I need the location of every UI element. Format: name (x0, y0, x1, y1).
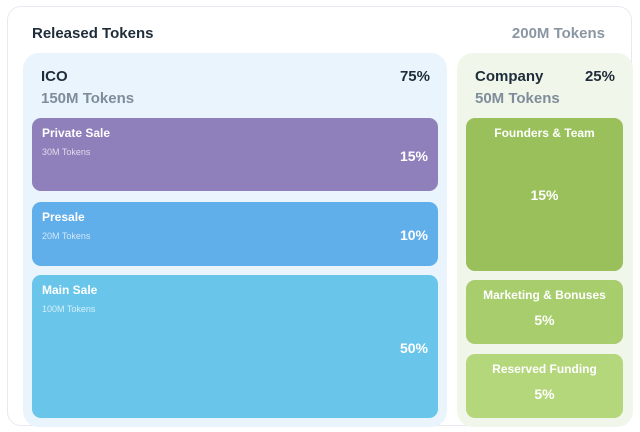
founders-team-block: Founders & Team 15% (466, 118, 623, 271)
marketing-bonuses-name: Marketing & Bonuses (483, 288, 606, 302)
private-sale-name: Private Sale (42, 126, 111, 140)
company-panel: Company 25% 50M Tokens Founders & Team 1… (457, 53, 633, 427)
reserved-funding-name: Reserved Funding (492, 362, 597, 376)
founders-team-name: Founders & Team (494, 126, 595, 140)
reserved-funding-block: Reserved Funding 5% (466, 354, 623, 418)
presale-block: Presale 20M Tokens 10% (32, 202, 438, 266)
main-sale-tokens: 100M Tokens (42, 304, 96, 314)
ico-name: ICO (41, 68, 68, 85)
private-sale-block: Private Sale 30M Tokens 15% (32, 118, 438, 191)
released-tokens-card: Released Tokens 200M Tokens ICO 75% 150M… (7, 6, 633, 427)
reserved-funding-percent: 5% (534, 386, 555, 402)
ico-panel: ICO 75% 150M Tokens Private Sale 30M Tok… (23, 53, 447, 427)
ico-tokens: 150M Tokens (41, 90, 135, 107)
company-name: Company (475, 68, 544, 85)
private-sale-percent: 15% (399, 148, 428, 164)
ico-percent: 75% (399, 68, 430, 85)
marketing-bonuses-block: Marketing & Bonuses 5% (466, 280, 623, 344)
marketing-bonuses-percent: 5% (534, 312, 555, 328)
card-title: Released Tokens (32, 25, 154, 42)
company-tokens: 50M Tokens (475, 90, 560, 107)
presale-name: Presale (42, 210, 85, 224)
private-sale-tokens: 30M Tokens (42, 147, 91, 157)
presale-tokens: 20M Tokens (42, 231, 91, 241)
card-total: 200M Tokens (511, 25, 605, 42)
company-percent: 25% (584, 68, 615, 85)
main-sale-percent: 50% (399, 340, 428, 356)
founders-team-percent: 15% (530, 187, 559, 203)
main-sale-block: Main Sale 100M Tokens 50% (32, 275, 438, 418)
presale-percent: 10% (399, 227, 428, 243)
main-sale-name: Main Sale (42, 283, 98, 297)
